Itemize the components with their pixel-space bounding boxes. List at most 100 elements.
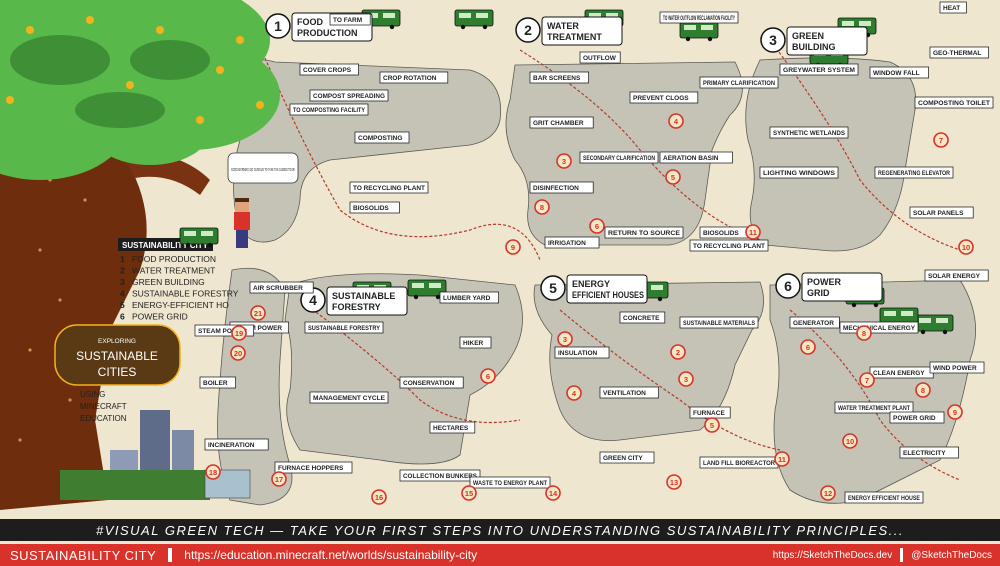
tree-leaves-yellow bbox=[6, 16, 264, 124]
step-label: OUTFLOW bbox=[579, 51, 621, 64]
step-label: SOLAR PANELS bbox=[909, 206, 974, 219]
step-number-circle bbox=[670, 344, 686, 360]
step-number-text: 21 bbox=[254, 309, 262, 318]
step-number-circle bbox=[231, 325, 247, 341]
character-head bbox=[235, 200, 249, 212]
step-number-circle bbox=[820, 485, 836, 501]
step-number-text: 5 bbox=[710, 421, 714, 430]
section-title-line-2: EFFICIENT HOUSES bbox=[572, 290, 644, 300]
step-number-text: 18 bbox=[209, 468, 217, 477]
minecart-wheel bbox=[460, 24, 466, 30]
step-label: CLEAN ENERGY bbox=[869, 366, 934, 379]
step-number-marker: 12 bbox=[820, 485, 836, 501]
legend-item-label: WATER TREATMENT bbox=[132, 266, 215, 276]
step-number-marker: 14 bbox=[545, 485, 561, 501]
step-label: COMPOSTING bbox=[354, 131, 410, 144]
step-number-circle bbox=[666, 474, 682, 490]
minecart-window bbox=[701, 25, 713, 30]
minecart-wheel bbox=[185, 242, 191, 248]
step-number-marker: 4 bbox=[566, 385, 582, 401]
step-number-circle bbox=[958, 239, 974, 255]
legend-item-label: FOOD PRODUCTION bbox=[132, 254, 216, 264]
step-label-box bbox=[554, 346, 610, 359]
footer-site-link[interactable]: https://SketchTheDocs.dev bbox=[772, 549, 893, 561]
step-label-text: BAR SCREENS bbox=[533, 75, 581, 82]
using-line-1: USING bbox=[80, 390, 105, 399]
step-number-circle bbox=[271, 471, 287, 487]
step-label-box bbox=[909, 206, 974, 219]
step-label-text: OUTFLOW bbox=[583, 55, 617, 62]
step-label-box bbox=[929, 361, 985, 374]
minecart-wheel bbox=[920, 329, 926, 335]
step-label-box bbox=[699, 76, 779, 89]
step-number-text: 9 bbox=[953, 408, 957, 417]
minecart-wheel bbox=[413, 294, 419, 300]
minecart-wheel bbox=[942, 329, 948, 335]
step-label-text: PRIMARY CLARIFICATION bbox=[703, 80, 775, 87]
step-number-text: 5 bbox=[671, 173, 675, 182]
step-label: HIKER bbox=[459, 336, 492, 349]
step-label-text: RETURN TO SOURCE bbox=[608, 230, 681, 237]
section-title-line-1: SUSTAINABLE bbox=[332, 291, 395, 301]
step-number-text: 20 bbox=[234, 349, 242, 358]
exploring-badge: EXPLORING SUSTAINABLE CITIES USING MINEC… bbox=[54, 324, 181, 423]
character-body bbox=[234, 212, 250, 230]
step-label: CONSERVATION bbox=[399, 376, 464, 389]
footer-world-link[interactable]: https://education.minecraft.net/worlds/s… bbox=[184, 548, 478, 562]
legend-item-label: SUSTAINABLE FORESTRY bbox=[132, 289, 239, 299]
step-label-text: SOLAR PANELS bbox=[913, 210, 964, 217]
section-title-line-2: GRID bbox=[807, 288, 830, 298]
section-number: 1 bbox=[274, 18, 282, 34]
step-number-text: 8 bbox=[921, 386, 925, 395]
step-label-box bbox=[874, 166, 954, 179]
step-label-box bbox=[349, 181, 429, 194]
step-label-text: SYNTHETIC WETLANDS bbox=[773, 130, 846, 137]
section-number: 4 bbox=[309, 292, 317, 308]
waste-step-label: INCINERATION bbox=[204, 438, 269, 451]
tour-guide-character: GOOD MORNING! SO CURIOUS TO TAKE THE GUI… bbox=[227, 152, 299, 248]
step-label-text: CONSERVATION bbox=[403, 380, 455, 387]
step-label-box bbox=[619, 311, 666, 324]
section-title-box bbox=[326, 286, 408, 316]
step-label-box bbox=[529, 181, 594, 194]
minecart-train bbox=[679, 21, 719, 42]
route-line-3 bbox=[769, 39, 961, 251]
footer-handle[interactable]: @SketchTheDocs bbox=[911, 549, 992, 561]
waste-step-label-box bbox=[399, 469, 481, 482]
step-number-circle bbox=[947, 404, 963, 420]
step-number-marker: 19 bbox=[231, 325, 247, 341]
canopy-shade-2 bbox=[130, 40, 210, 80]
step-label-text: WIND POWER bbox=[933, 365, 977, 372]
step-label-text: INSULATION bbox=[558, 350, 598, 357]
step-label: HEAT bbox=[939, 1, 967, 14]
section-number: 6 bbox=[784, 278, 792, 294]
step-label-box bbox=[604, 226, 684, 239]
step-number-marker: 3 bbox=[678, 371, 694, 387]
step-label-text: LAND FILL BIOREACTOR bbox=[703, 460, 775, 467]
step-label: BIOSOLIDS bbox=[349, 201, 400, 214]
step-label-text: HIKER bbox=[463, 340, 484, 347]
step-label-text: COMPOSTING TOILET bbox=[918, 100, 990, 107]
step-number-text: 10 bbox=[962, 243, 970, 252]
step-label-text: COMPOSTING bbox=[358, 135, 402, 142]
canopy-lobe-3 bbox=[0, 60, 130, 180]
step-label: SYNTHETIC WETLANDS bbox=[769, 126, 849, 139]
step-number-marker: 10 bbox=[842, 433, 858, 449]
step-label-box bbox=[309, 391, 389, 404]
step-label-box bbox=[659, 11, 739, 24]
step-number-circle bbox=[250, 305, 266, 321]
step-label: SUSTAINABLE FORESTRY bbox=[304, 321, 384, 334]
waste-step-label: BOILER bbox=[199, 376, 236, 389]
waste-step-label-box bbox=[249, 281, 314, 294]
step-label-box bbox=[529, 116, 594, 129]
minecart-window bbox=[412, 283, 424, 288]
minecart-train bbox=[454, 9, 494, 30]
step-label: AERATION BASIN bbox=[659, 151, 733, 164]
legend-item-number: 3 bbox=[120, 277, 125, 287]
step-number-marker: 11 bbox=[745, 224, 761, 240]
step-label-box bbox=[304, 321, 384, 334]
step-label-text: SUSTAINABLE MATERIALS bbox=[683, 320, 756, 327]
step-number-circle bbox=[205, 464, 221, 480]
section-number: 5 bbox=[549, 280, 557, 296]
